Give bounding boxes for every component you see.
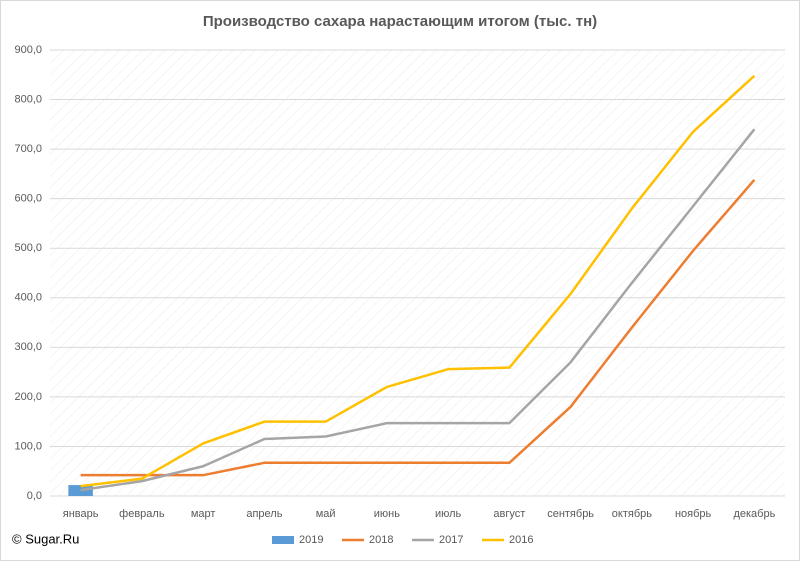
- y-tick-label: 100,0: [14, 440, 42, 452]
- series-line: [80, 128, 756, 492]
- x-tick-label: октябрь: [612, 508, 652, 520]
- y-tick-label: 700,0: [14, 143, 42, 155]
- x-tick-label: август: [493, 508, 525, 520]
- legend-label: 2017: [439, 534, 463, 546]
- x-tick-label: январь: [63, 508, 99, 520]
- x-tick-label: май: [316, 508, 336, 520]
- chart-title: Производство сахара нарастающим итогом (…: [203, 13, 597, 30]
- x-tick-label: июль: [435, 508, 462, 520]
- x-tick-label: декабрь: [733, 508, 775, 520]
- legend-swatch: [272, 536, 294, 544]
- y-tick-label: 200,0: [14, 391, 42, 403]
- y-tick-label: 900,0: [14, 44, 42, 56]
- x-tick-label: сентябрь: [547, 508, 594, 520]
- bar: [68, 485, 93, 496]
- x-tick-label: июнь: [374, 508, 400, 520]
- y-tick-label: 600,0: [14, 193, 42, 205]
- y-tick-label: 500,0: [14, 242, 42, 254]
- x-tick-label: март: [191, 508, 216, 520]
- y-tick-label: 800,0: [14, 93, 42, 105]
- x-tick-label: ноябрь: [675, 508, 712, 520]
- y-tick-label: 300,0: [14, 341, 42, 353]
- legend-label: 2016: [509, 534, 533, 546]
- x-tick-label: апрель: [246, 508, 282, 520]
- legend-label: 2018: [369, 534, 393, 546]
- series-line: [80, 179, 756, 477]
- credit: © Sugar.Ru: [12, 531, 79, 546]
- series-line: [80, 74, 756, 488]
- y-tick-label: 0,0: [27, 490, 42, 502]
- x-tick-label: февраль: [119, 508, 165, 520]
- legend-label: 2019: [299, 534, 323, 546]
- y-tick-label: 400,0: [14, 292, 42, 304]
- plot-area: [50, 50, 785, 496]
